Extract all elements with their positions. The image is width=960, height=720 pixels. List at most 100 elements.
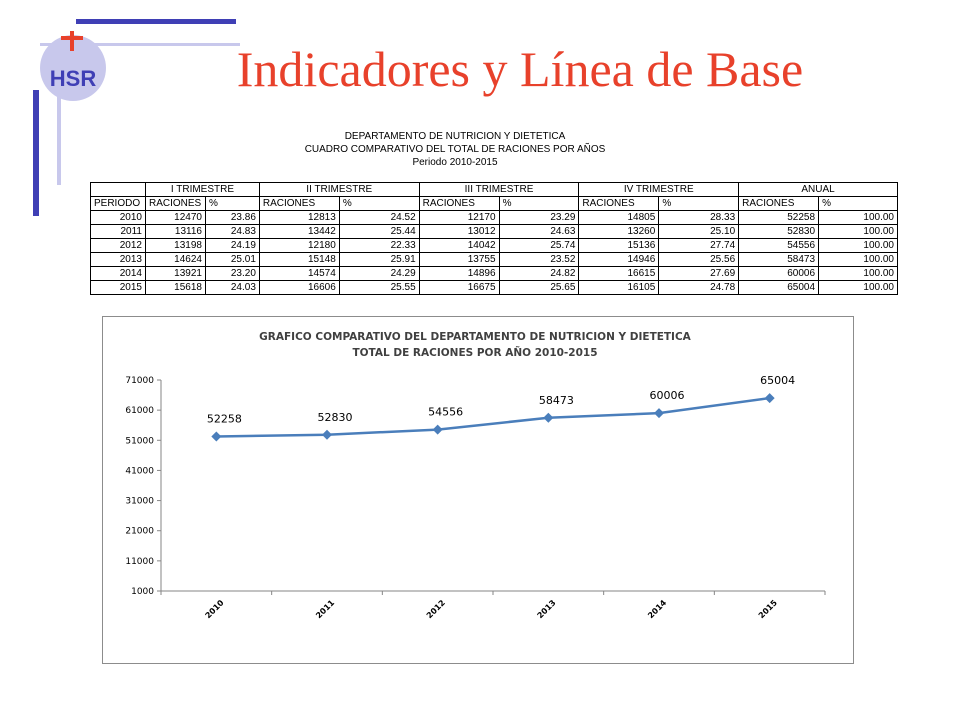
- table-cell-raciones: 16105: [578, 280, 660, 295]
- column-header-raciones: RACIONES: [418, 196, 500, 211]
- table-cell-raciones: 14946: [578, 252, 660, 267]
- table-cell-raciones: 15136: [578, 238, 660, 253]
- table-cell-raciones: 14574: [258, 266, 340, 281]
- table-cell-raciones: 13198: [144, 238, 206, 253]
- table-row: 2012 13198 24.19 12180 22.33 14042 25.74 15136 2…: [90, 238, 898, 253]
- frame-vertical-line: [57, 40, 61, 185]
- table-cell-percent: 25.01: [204, 252, 260, 267]
- table-cell-percent: 100.00: [818, 266, 898, 281]
- table-cell-percent: 24.19: [204, 238, 260, 253]
- frame-horizontal-bar: [76, 19, 236, 24]
- line-chart: GRAFICO COMPARATIVO DEL DEPARTAMENTO DE …: [125, 331, 826, 620]
- table-cell-raciones: 14896: [418, 266, 500, 281]
- table-cell-raciones: 13116: [144, 224, 206, 239]
- x-tick-label: 2014: [646, 598, 668, 620]
- data-point-marker: [654, 408, 664, 419]
- table-cell-raciones: 13260: [578, 224, 660, 239]
- table-cell-percent: 28.33: [658, 210, 740, 225]
- table-heading-period: Periodo 2010-2015: [412, 157, 498, 168]
- y-tick-label: 1000: [131, 587, 154, 597]
- x-tick-label: 2010: [204, 598, 226, 620]
- table-group-header-row: I TRIMESTRE II TRIMESTRE III TRIMESTRE I…: [90, 182, 898, 197]
- column-header-percent: %: [204, 196, 260, 211]
- data-label: 58473: [539, 394, 574, 407]
- column-header-raciones: RACIONES: [144, 196, 206, 211]
- table-cell-percent: 24.78: [658, 280, 740, 295]
- table-row: 2013 14624 25.01 15148 25.91 13755 23.52 14946 2…: [90, 252, 898, 267]
- table-cell-percent: 25.56: [658, 252, 740, 267]
- table-cell-percent: 24.29: [338, 266, 420, 281]
- column-header-percent: %: [338, 196, 420, 211]
- table-cell-percent: 24.63: [498, 224, 580, 239]
- table-cell-raciones: 52258: [738, 210, 820, 225]
- table-cell-raciones: 16606: [258, 280, 340, 295]
- table-row: 2010 12470 23.86 12813 24.52 12170 23.29 14805 2…: [90, 210, 898, 225]
- chart-title: GRAFICO COMPARATIVO DEL DEPARTAMENTO DE …: [259, 331, 692, 343]
- column-header-percent: %: [658, 196, 740, 211]
- table-cell-raciones: 58473: [738, 252, 820, 267]
- y-tick-label: 31000: [125, 497, 154, 507]
- data-point-marker: [432, 424, 443, 435]
- data-label: 65004: [760, 374, 795, 387]
- table-cell-raciones: 13921: [144, 266, 206, 281]
- table-heading: DEPARTAMENTO DE NUTRICION Y DIETETICA CU…: [180, 130, 730, 169]
- table-cell-percent: 25.10: [658, 224, 740, 239]
- table-cell-percent: 100.00: [818, 210, 898, 225]
- data-point-marker: [543, 412, 554, 423]
- table-cell-raciones: 13755: [418, 252, 500, 267]
- table-cell-percent: 24.52: [338, 210, 420, 225]
- data-point-marker: [764, 393, 775, 404]
- table-cell-raciones: 65004: [738, 280, 820, 295]
- chart-area: GRAFICO COMPARATIVO DEL DEPARTAMENTO DE …: [102, 316, 854, 664]
- table-cell-period: 2012: [90, 238, 146, 253]
- group-header: III TRIMESTRE: [418, 182, 580, 197]
- table-cell-percent: 100.00: [818, 238, 898, 253]
- y-tick-label: 11000: [125, 557, 154, 567]
- y-tick-label: 61000: [125, 406, 154, 416]
- table-row: 2015 15618 24.03 16606 25.55 16675 25.65 16105 2…: [90, 280, 898, 295]
- table-cell-raciones: 12470: [144, 210, 206, 225]
- table-cell-percent: 27.74: [658, 238, 740, 253]
- data-label: 54556: [428, 406, 463, 419]
- hospital-logo: HSR: [40, 31, 106, 101]
- x-tick-label: 2013: [536, 598, 558, 620]
- data-point-marker: [211, 431, 222, 442]
- data-point-marker: [322, 429, 332, 440]
- column-header-period: PERIODO: [90, 196, 146, 211]
- table-cell-raciones: 16675: [418, 280, 500, 295]
- table-cell-percent: 24.03: [204, 280, 260, 295]
- group-header: II TRIMESTRE: [258, 182, 420, 197]
- table-cell-raciones: 52830: [738, 224, 820, 239]
- table-cell-raciones: 12170: [418, 210, 500, 225]
- frame-horizontal-line: [40, 43, 240, 46]
- table-cell-percent: 27.69: [658, 266, 740, 281]
- column-header-raciones: RACIONES: [738, 196, 820, 211]
- table-cell-raciones: 14042: [418, 238, 500, 253]
- y-tick-label: 71000: [125, 376, 154, 386]
- table-cell-percent: 25.65: [498, 280, 580, 295]
- table-cell-raciones: 13442: [258, 224, 340, 239]
- table-heading-department: DEPARTAMENTO DE NUTRICION Y DIETETICA: [344, 131, 566, 142]
- y-tick-label: 21000: [125, 527, 154, 537]
- column-header-percent: %: [498, 196, 580, 211]
- group-header: IV TRIMESTRE: [578, 182, 740, 197]
- table-cell-percent: 25.74: [498, 238, 580, 253]
- data-label: 60006: [650, 389, 685, 402]
- table-cell-percent: 22.33: [338, 238, 420, 253]
- table-cell-raciones: 54556: [738, 238, 820, 253]
- table-cell-period: 2011: [90, 224, 146, 239]
- table-cell-raciones: 60006: [738, 266, 820, 281]
- data-label: 52258: [207, 412, 242, 425]
- table-cell-percent: 24.83: [204, 224, 260, 239]
- table-cell-period: 2015: [90, 280, 146, 295]
- y-tick-label: 41000: [125, 466, 154, 476]
- series-line: [216, 396, 770, 438]
- table-cell-percent: 23.86: [204, 210, 260, 225]
- frame-vertical-bar: [33, 90, 39, 216]
- logo-text: HSR: [50, 66, 97, 91]
- table-cell-percent: 25.55: [338, 280, 420, 295]
- table-cell-percent: 100.00: [818, 280, 898, 295]
- column-header-percent: %: [818, 196, 898, 211]
- y-tick-label: 51000: [125, 436, 154, 446]
- table-cell-percent: 25.44: [338, 224, 420, 239]
